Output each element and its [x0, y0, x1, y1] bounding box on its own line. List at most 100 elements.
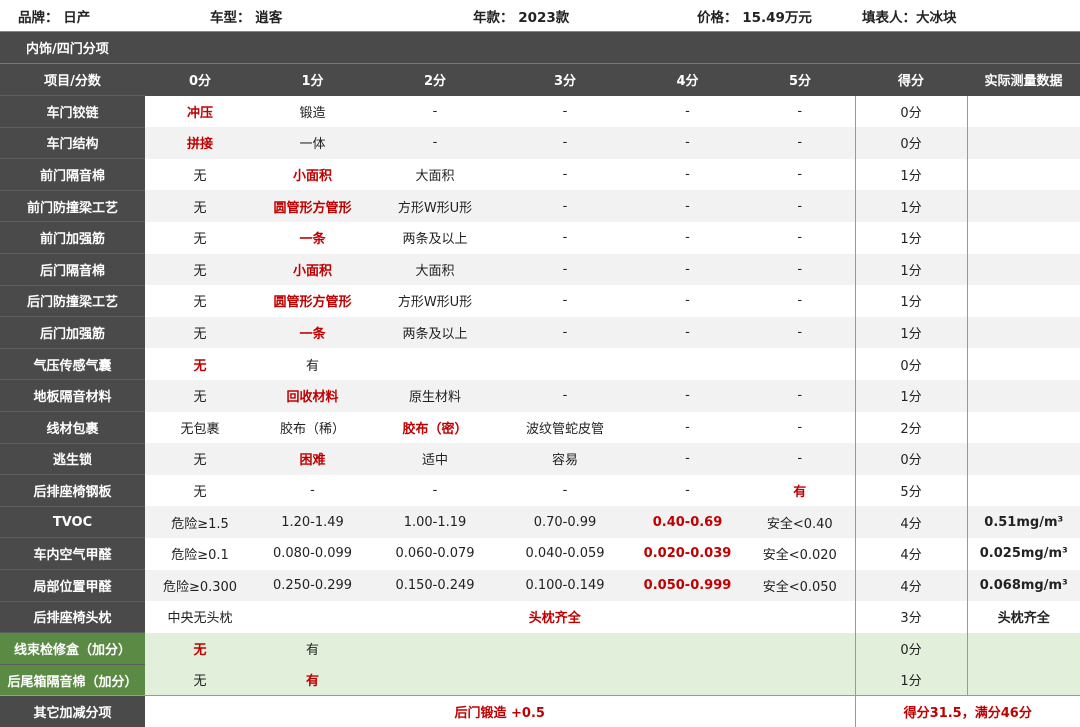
- cell: 方形W形U形: [370, 285, 500, 317]
- cell: 0.100-0.149: [500, 569, 630, 602]
- cell: 一条: [255, 221, 370, 254]
- cell: 无: [145, 190, 255, 222]
- cell: 两条及以上: [370, 316, 500, 349]
- cell: [630, 348, 745, 380]
- score-cell: 1分: [854, 158, 967, 191]
- cell: -: [255, 474, 370, 507]
- cell: 原生材料: [370, 379, 500, 412]
- cell: 0.050-0.999: [630, 569, 745, 602]
- table-row: 后门防撞梁工艺无圆管形方管形 方形W形U形 - - -1分: [0, 284, 1080, 317]
- table-row: 前门隔音棉无小面积 大面积 - - -1分: [0, 158, 1080, 191]
- cell: 无: [145, 316, 255, 349]
- cell: [745, 664, 855, 696]
- score-cell: 0分: [854, 632, 967, 665]
- score-cell: 4分: [854, 569, 967, 602]
- measured-cell: [966, 474, 1080, 507]
- measured-cell: [966, 190, 1080, 222]
- cell: -: [500, 253, 630, 286]
- table-row: 局部位置甲醛 危险≥0.300 0.250-0.299 0.150-0.249 0.10…: [0, 569, 1080, 602]
- cell: -: [745, 190, 855, 222]
- cell: -: [370, 474, 500, 507]
- cell: 安全<0.020: [745, 537, 855, 570]
- cell: 胶布（稀）: [255, 411, 370, 444]
- row-label: 线材包裹: [0, 411, 145, 444]
- cell: -: [500, 221, 630, 254]
- table-row: 线材包裹 无包裹 胶布（稀） 胶布（密） 波纹管蛇皮管 - -2分: [0, 411, 1080, 444]
- cell: 0.060-0.079: [370, 537, 500, 570]
- cell: -: [745, 316, 855, 349]
- cell: 安全<0.050: [745, 569, 855, 602]
- cell: 一体: [255, 127, 370, 159]
- cell: 无: [145, 158, 255, 191]
- cell: -: [630, 316, 745, 349]
- cell: [500, 348, 630, 380]
- score-cell: 1分: [854, 253, 967, 286]
- row-label: 后排座椅头枕: [0, 600, 145, 633]
- table-row: 后排座椅钢板无 - - - - 有 5分: [0, 474, 1080, 507]
- cell: 小面积: [255, 253, 370, 286]
- footer-row: 其它加减分项 后门锻造 +0.5 得分31.5，满分46分: [0, 695, 1080, 727]
- cell: -: [630, 379, 745, 412]
- table-row: 车门铰链 冲压 锻造 - - - -0分: [0, 95, 1080, 128]
- cell: -: [500, 379, 630, 412]
- cell: [500, 632, 630, 665]
- cell: 圆管形方管形: [255, 285, 370, 317]
- table-row: 逃生锁无困难 适中 容易 - -0分: [0, 442, 1080, 475]
- cell: 无: [145, 664, 255, 696]
- row-label: 后排座椅钢板: [0, 474, 145, 507]
- row-label: 车门结构: [0, 126, 145, 159]
- cell: -: [745, 221, 855, 254]
- cell: 困难: [255, 443, 370, 475]
- column-header: 实际测量数据: [967, 64, 1080, 96]
- score-cell: 1分: [854, 190, 967, 222]
- cell: 两条及以上: [370, 221, 500, 254]
- measured-cell: 0.51mg/m³: [966, 506, 1080, 538]
- measured-cell: [966, 379, 1080, 412]
- row-label: 前门隔音棉: [0, 158, 145, 191]
- cell: -: [745, 411, 855, 444]
- measured-cell: [966, 221, 1080, 254]
- cell: 0.080-0.099: [255, 537, 370, 570]
- cell: -: [630, 253, 745, 286]
- cell: [370, 348, 500, 380]
- cell: -: [370, 95, 500, 128]
- cell: 0.250-0.299: [255, 569, 370, 602]
- cell: 拼接: [145, 127, 255, 159]
- author: 填表人：大冰块: [862, 9, 957, 26]
- table-row: 前门防撞梁工艺无圆管形方管形 方形W形U形 - - -1分: [0, 189, 1080, 222]
- year: 年款： 2023款: [473, 9, 570, 26]
- cell: 无: [145, 632, 255, 665]
- score-cell: 1分: [854, 664, 967, 696]
- cell: [370, 632, 500, 665]
- cell: 容易: [500, 443, 630, 475]
- cell: 0.040-0.059: [500, 537, 630, 570]
- cell: 1.20-1.49: [255, 506, 370, 538]
- footer-total: 得分31.5，满分46分: [854, 695, 1080, 727]
- row-label: 前门加强筋: [0, 221, 145, 254]
- row-label: 后门防撞梁工艺: [0, 284, 145, 317]
- cell: -: [745, 253, 855, 286]
- measured-cell: [966, 158, 1080, 191]
- column-header: 3分: [500, 64, 630, 96]
- score-cell: 1分: [854, 285, 967, 317]
- score-cell: 2分: [854, 411, 967, 444]
- table-row: 地板隔音材料无回收材料 原生材料 - - -1分: [0, 379, 1080, 412]
- score-cell: 1分: [854, 316, 967, 349]
- row-label: TVOC: [0, 505, 145, 538]
- cell: 无: [145, 474, 255, 507]
- cell: 大面积: [370, 158, 500, 191]
- cell: 危险≥0.1: [145, 537, 255, 570]
- measured-cell: [966, 664, 1080, 696]
- cell: 回收材料: [255, 379, 370, 412]
- cell: [745, 632, 855, 665]
- cell: 安全<0.40: [745, 506, 855, 538]
- cell: 无: [145, 348, 255, 380]
- cell: 无: [145, 443, 255, 475]
- cell: [745, 348, 855, 380]
- cell: -: [630, 190, 745, 222]
- cell: 有: [255, 664, 370, 696]
- cell: 无: [145, 379, 255, 412]
- table-row: 气压传感气囊无有 0分: [0, 347, 1080, 380]
- cell: 中央无头枕: [145, 601, 255, 633]
- score-cell: 1分: [854, 379, 967, 412]
